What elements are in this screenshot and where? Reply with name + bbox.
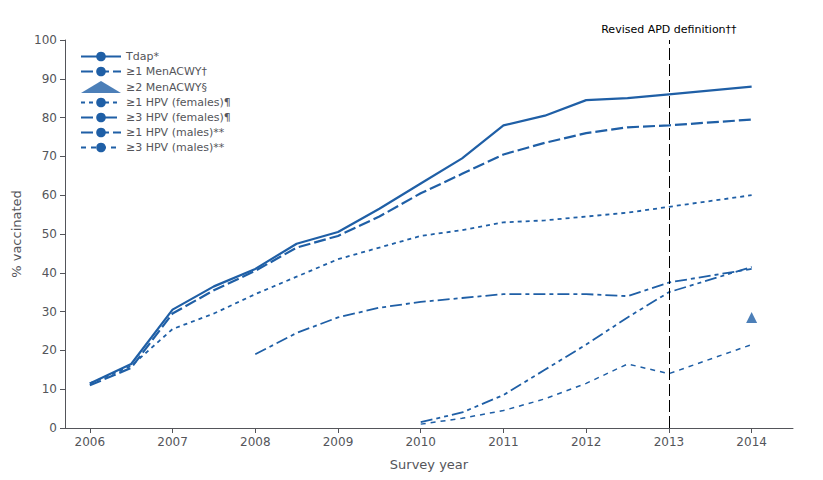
svg-text:10: 10 xyxy=(42,382,57,396)
svg-text:50: 50 xyxy=(42,227,57,241)
svg-text:% vaccinated: % vaccinated xyxy=(9,190,24,278)
svg-text:≥1 MenACWY†: ≥1 MenACWY† xyxy=(126,65,208,78)
svg-text:2007: 2007 xyxy=(157,435,188,449)
svg-text:20: 20 xyxy=(42,343,57,357)
svg-text:≥2 MenACWY§: ≥2 MenACWY§ xyxy=(126,81,207,94)
svg-text:Tdap*: Tdap* xyxy=(125,50,159,63)
svg-text:2012: 2012 xyxy=(571,435,602,449)
svg-text:2013: 2013 xyxy=(654,435,685,449)
svg-text:60: 60 xyxy=(42,188,57,202)
svg-text:Revised APD definition††: Revised APD definition†† xyxy=(601,23,737,36)
svg-text:70: 70 xyxy=(42,149,57,163)
svg-text:≥3 HPV (females)¶: ≥3 HPV (females)¶ xyxy=(126,111,231,124)
svg-text:Survey year: Survey year xyxy=(390,457,469,472)
svg-text:2009: 2009 xyxy=(323,435,354,449)
svg-text:40: 40 xyxy=(42,266,57,280)
svg-text:2010: 2010 xyxy=(405,435,436,449)
svg-text:0: 0 xyxy=(49,421,57,435)
svg-text:80: 80 xyxy=(42,111,57,125)
svg-text:90: 90 xyxy=(42,72,57,86)
svg-text:≥1 HPV (males)**: ≥1 HPV (males)** xyxy=(126,126,225,139)
svg-text:≥1 HPV (females)¶: ≥1 HPV (females)¶ xyxy=(126,96,231,109)
svg-text:≥3 HPV (males)**: ≥3 HPV (males)** xyxy=(126,141,225,154)
svg-text:2014: 2014 xyxy=(736,435,767,449)
svg-text:30: 30 xyxy=(42,305,57,319)
svg-text:2011: 2011 xyxy=(488,435,519,449)
svg-text:100: 100 xyxy=(34,33,57,47)
svg-text:2006: 2006 xyxy=(75,435,106,449)
svg-text:2008: 2008 xyxy=(240,435,271,449)
